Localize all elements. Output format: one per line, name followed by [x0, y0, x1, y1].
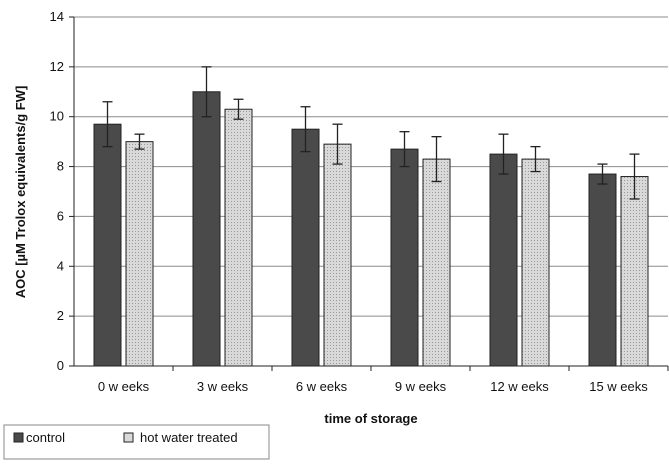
bar-hot-water-treated [422, 158, 451, 367]
legend-swatch-hot-water-treated [123, 432, 134, 443]
legend-label-control: control [26, 430, 65, 445]
y-tick-label: 12 [50, 59, 64, 74]
bar-hot-water-treated [224, 108, 253, 367]
grid-lines [74, 16, 668, 317]
legend: control hot water treated [3, 424, 270, 460]
bar-control [93, 123, 122, 367]
x-tick-label: 6 w eeks [296, 379, 348, 394]
legend-label-hot-water-treated: hot water treated [140, 430, 238, 445]
y-tick-label: 8 [57, 159, 64, 174]
bar-hot-water-treated [323, 143, 352, 367]
y-tick-label: 6 [57, 208, 64, 223]
bar-hot-water-treated [125, 141, 154, 367]
bars [93, 91, 649, 367]
bar-hot-water-treated [620, 176, 649, 367]
y-tick-label: 10 [50, 109, 64, 124]
x-tick-label: 15 w eeks [589, 379, 648, 394]
x-tick-label: 0 w eeks [98, 379, 150, 394]
bar-control [588, 173, 617, 367]
y-tick-labels: 0 2 4 6 8 10 12 14 [50, 9, 64, 373]
x-axis-title: time of storage [324, 411, 417, 426]
error-bars [102, 66, 640, 200]
legend-box [3, 424, 270, 460]
y-tick-label: 0 [57, 358, 64, 373]
legend-swatch-control [13, 432, 24, 443]
x-tick-label: 9 w eeks [395, 379, 447, 394]
x-tick-label: 3 w eeks [197, 379, 249, 394]
y-tick-label: 14 [50, 9, 64, 24]
x-tick-label: 12 w eeks [490, 379, 549, 394]
axes [69, 16, 669, 371]
bar-control [291, 128, 320, 367]
y-axis-title: AOC [µM Trolox equivalents/g FW] [13, 86, 28, 299]
bar-control [390, 148, 419, 367]
y-tick-label: 4 [57, 258, 64, 273]
bar-control [489, 153, 518, 367]
x-tick-labels: 0 w eeks 3 w eeks 6 w eeks 9 w eeks 12 w eek… [98, 379, 648, 394]
bar-hot-water-treated [521, 158, 550, 367]
y-tick-label: 2 [57, 308, 64, 323]
bar-control [192, 91, 221, 367]
